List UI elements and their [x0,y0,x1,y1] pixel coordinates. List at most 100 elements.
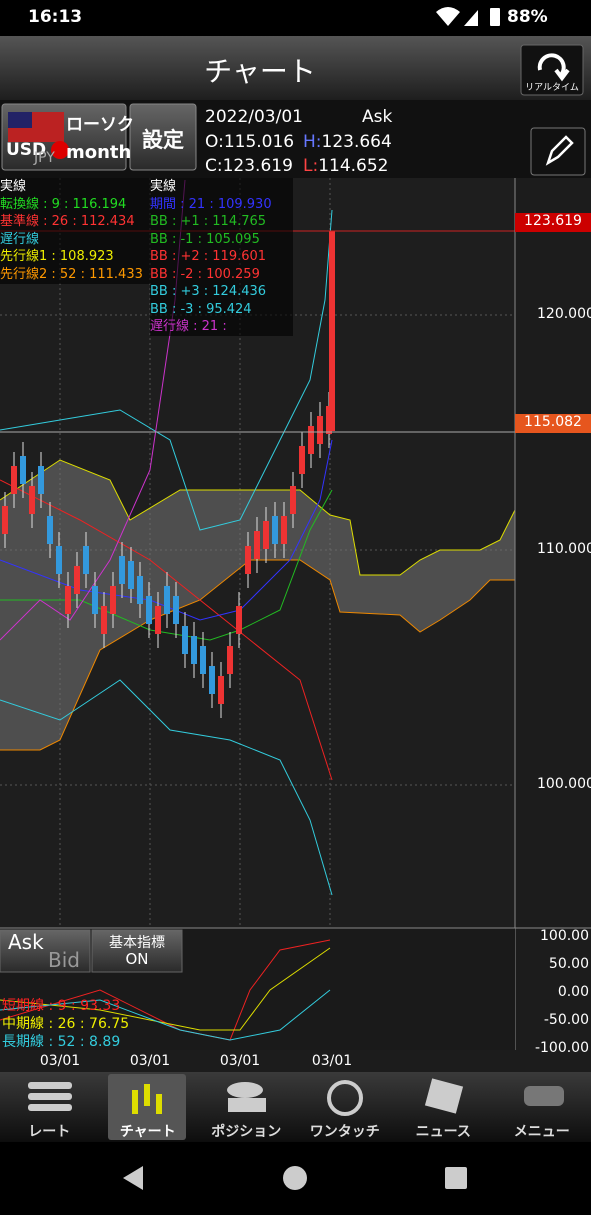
low-label: L: [303,156,319,176]
tab-label[interactable]: ポジション [211,1124,282,1140]
ohlc-close: C:123.619 [205,156,293,176]
open-value: 115.016 [223,132,295,152]
chart-type[interactable]: ローソク [66,115,134,135]
realtime-button[interactable] [520,44,584,96]
candle-body [92,586,98,614]
legend-row: 先行線1 : 108.923 [0,249,114,264]
x-axis-label: 03/01 [129,1053,171,1069]
ask-bid-button[interactable] [0,929,91,973]
bb-legend: 実線 期間 : 21 : 109.930 BB : +1 : 114.765 BB :… [150,178,293,336]
cloud [0,460,515,750]
settings-button[interactable] [129,103,197,171]
candle-body [20,456,26,484]
candle-body [227,646,233,674]
ask-label[interactable]: Ask [8,930,44,954]
leading-span-1 [0,459,516,576]
bb-plus3 [0,209,333,531]
tab-label[interactable]: ワンタッチ [309,1124,380,1140]
ohlc-open: O:115.016 [205,132,294,152]
candle-body [146,596,152,624]
candle-body [281,516,287,544]
legend-row: 遅行線 : 21 : [150,319,227,334]
candle-body [11,466,17,494]
legend-row: BB : +2 : 119.601 [150,249,267,264]
osc-legend-row: 中期線 : 26 : 76.75 [2,1016,130,1032]
tab-label[interactable]: チャート [119,1124,176,1140]
candle-body [182,626,188,654]
candle-body [47,516,53,544]
candle-body [329,231,335,431]
candle-body [308,426,314,454]
title: チャート [204,55,316,88]
pencil-icon [545,135,574,166]
candle-body [236,606,242,634]
x-axis-label: 03/01 [39,1053,81,1069]
candle-body [290,486,296,514]
candle-body [263,521,269,549]
marker-price: 115.082 [524,414,582,430]
x-axis-label: 03/01 [219,1053,261,1069]
osc-mid [0,947,331,1031]
osc-tick-label: -50.00 [543,1012,589,1028]
candle-body [218,676,224,704]
osc-legend-row: 長期線 : 52 : 8.89 [2,1034,121,1050]
candle-body [254,531,260,559]
candle-body [317,416,323,444]
status-icons [436,7,500,26]
period[interactable]: month [66,142,132,163]
candle-body [29,486,35,514]
legend-row: BB : +1 : 114.765 [150,214,267,229]
legend-row: 転換線 : 9 : 116.194 [0,196,127,212]
legend-row: 基準線 : 26 : 112.434 [0,214,135,229]
indicator-state[interactable]: ON [125,950,149,968]
indicator-title[interactable]: 基本指標 [109,935,165,951]
home-button[interactable] [283,1166,307,1190]
recents-button[interactable] [445,1167,467,1189]
flag-jp [51,141,69,159]
bid-label[interactable]: Bid [48,948,80,972]
legend-title: 実線 [0,179,27,194]
clock: 16:13 [28,7,83,27]
currency-quote[interactable]: JPY [34,150,55,166]
osc-tick-label: 0.00 [557,984,589,1000]
legend-row: BB : +3 : 124.436 [150,284,267,299]
candle-body [83,546,89,574]
osc-tick-label: 50.00 [548,956,589,972]
edit-button[interactable] [530,127,586,176]
legend-row: 遅行線 [0,231,40,247]
low-value: 114.652 [318,156,389,176]
candle-body [128,561,134,589]
price-tick-label: 100.000 [537,776,591,792]
candle-body [56,546,62,574]
candle-body [2,506,8,534]
ohlc-high: H:123.664 [303,132,392,152]
currency-base[interactable]: USD [6,140,47,160]
settings-label[interactable]: 設定 [142,128,184,152]
price-tick-label: 110.000 [537,541,591,557]
side: Ask [362,107,393,127]
tab-label[interactable]: メニュー [513,1124,570,1140]
legend-row: 先行線2 : 52 : 111.433 [0,266,143,282]
back-button[interactable] [123,1166,143,1190]
candle-body [209,666,215,694]
tab-label[interactable]: ニュース [415,1124,471,1140]
candle-body [155,606,161,634]
candle-body [200,646,206,674]
close-label: C: [205,156,223,176]
tab-label[interactable]: レート [28,1124,71,1140]
candle-body [38,466,44,494]
tab-bar [0,1072,591,1142]
title-bar [0,36,591,100]
realtime-label[interactable]: リアルタイム [525,83,579,93]
legend-row: 期間 : 21 : 109.930 [150,196,272,212]
candle-body [137,576,143,604]
date: 2022/03/01 [205,107,303,127]
candle-body [101,606,107,634]
leading-span-2 [0,559,515,751]
close-value: 123.619 [222,156,293,176]
high-value: 123.664 [321,132,392,152]
legend-row: BB : -2 : 100.259 [150,266,260,282]
candle-body [272,516,278,544]
indicator-button[interactable] [91,929,183,973]
status-bar [0,0,591,36]
